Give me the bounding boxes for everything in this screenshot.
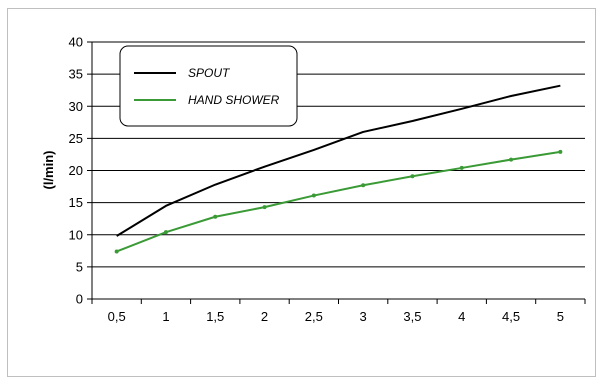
data-point-hand-shower xyxy=(311,193,316,198)
data-point-hand-shower xyxy=(114,249,119,254)
gridlines xyxy=(92,41,585,268)
data-point-hand-shower xyxy=(262,205,267,210)
data-point-hand-shower xyxy=(509,157,514,162)
x-tick-label: 4,5 xyxy=(502,309,520,324)
y-tick-label: 20 xyxy=(69,163,83,178)
x-tick-label: 0,5 xyxy=(108,309,126,324)
data-point-hand-shower xyxy=(459,165,464,170)
y-tick-label: 25 xyxy=(69,131,83,146)
x-tick-label: 2 xyxy=(261,309,268,324)
data-point-hand-shower xyxy=(361,183,366,188)
x-tick-label: 1 xyxy=(162,309,169,324)
axes xyxy=(87,41,586,304)
y-tick-labels: 0 5 10 15 20 25 30 35 40 xyxy=(69,35,83,307)
x-tick-label: 3,5 xyxy=(403,309,421,324)
y-tick-label: 35 xyxy=(69,67,83,82)
chart-border xyxy=(7,8,596,377)
x-tick-label: 1,5 xyxy=(206,309,224,324)
legend: SPOUT HAND SHOWER xyxy=(119,45,298,127)
y-tick-label: 40 xyxy=(69,35,83,50)
series-lines xyxy=(114,84,563,254)
series-line-spout xyxy=(116,84,561,237)
x-tick-label: 5 xyxy=(557,309,564,324)
y-tick-label: 10 xyxy=(69,227,83,242)
y-tick-label: 15 xyxy=(69,195,83,210)
legend-label-hand-shower: HAND SHOWER xyxy=(188,93,280,107)
x-tick-labels: 0,5 1 1,5 2 2,5 3 3,5 4 4,5 5 xyxy=(108,309,564,324)
series-line-hand-shower xyxy=(116,150,561,253)
x-tick-label: 4 xyxy=(458,309,465,324)
x-tick-label: 3 xyxy=(360,309,367,324)
legend-box xyxy=(119,45,298,127)
data-point-hand-shower xyxy=(163,230,168,235)
data-point-hand-shower xyxy=(213,214,218,219)
y-tick-label: 0 xyxy=(76,292,83,307)
y-tick-label: 30 xyxy=(69,99,83,114)
y-tick-label: 5 xyxy=(76,259,83,274)
data-point-hand-shower xyxy=(410,174,415,179)
y-axis-label: (l/min) xyxy=(41,151,56,190)
legend-label-spout: SPOUT xyxy=(188,66,231,80)
x-tick-label: 2,5 xyxy=(305,309,323,324)
data-point-hand-shower xyxy=(558,149,563,154)
